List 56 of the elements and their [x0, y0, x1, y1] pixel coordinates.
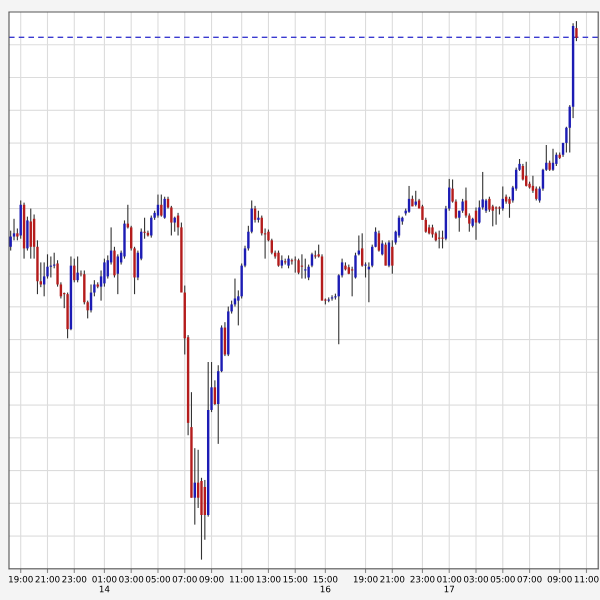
candlestick [461, 198, 464, 214]
candlestick [350, 266, 354, 297]
x-tick-label: 01:00 14 [92, 576, 116, 592]
candlestick [575, 20, 578, 42]
candlestick [254, 205, 256, 224]
candlestick [408, 185, 410, 214]
x-tick-label: 21:00 [36, 576, 60, 583]
x-tick-label: 09:00 [548, 576, 572, 583]
candlestick [297, 258, 300, 275]
candlestick [174, 216, 176, 232]
candlestick [414, 190, 417, 207]
candlestick [73, 258, 76, 283]
x-tick-label: 11:00 [574, 576, 599, 583]
candlestick [548, 160, 551, 172]
candlestick [328, 296, 330, 303]
candlestick [391, 240, 394, 274]
candlestick [438, 230, 440, 249]
x-tick-label: 03:00 [464, 576, 488, 583]
x-tick-label: 15:00 [284, 576, 308, 583]
candlestick [294, 256, 296, 274]
x-tick-label: 13:00 [256, 576, 280, 583]
x-tick-label: 09:00 [200, 576, 224, 583]
candlestick [116, 254, 120, 295]
x-tick-label: 21:00 [380, 576, 404, 583]
candlestick [411, 195, 414, 207]
candlestick [317, 244, 320, 258]
candlestick [194, 448, 196, 526]
x-tick-label: 15:00 16 [314, 576, 338, 592]
x-tick-label: 05:00 [490, 576, 515, 583]
candlestick [280, 254, 284, 269]
x-tick-label: 05:00 [146, 576, 170, 583]
x-tick-label: 07:00 [518, 576, 542, 583]
candlestick [257, 210, 260, 224]
x-tick-label: 23:00 [410, 576, 434, 583]
x-tick-label: 19:00 [354, 576, 378, 583]
x-tick-label: 11:00 [230, 576, 254, 583]
candlestick [150, 214, 152, 238]
candlestick [214, 380, 216, 406]
x-tick-label: 23:00 [62, 576, 86, 583]
candlestick [304, 258, 306, 280]
candlestick [378, 230, 380, 252]
candlestick [300, 254, 304, 280]
x-tick-label: 19:00 [9, 576, 33, 583]
candlestick [76, 256, 79, 283]
candlestick [502, 186, 504, 212]
candlestick [384, 242, 387, 266]
x-tick-label: 07:00 [172, 576, 197, 583]
x-tick-label: 01:00 17 [437, 576, 462, 592]
candlestick [50, 256, 52, 278]
x-tick-label: 03:00 [119, 576, 144, 583]
candlestick [163, 196, 166, 220]
candlestick [494, 206, 498, 226]
candlestick [143, 217, 146, 240]
candlestick [160, 194, 163, 218]
candlestick [555, 152, 558, 167]
candlestick [525, 161, 528, 188]
